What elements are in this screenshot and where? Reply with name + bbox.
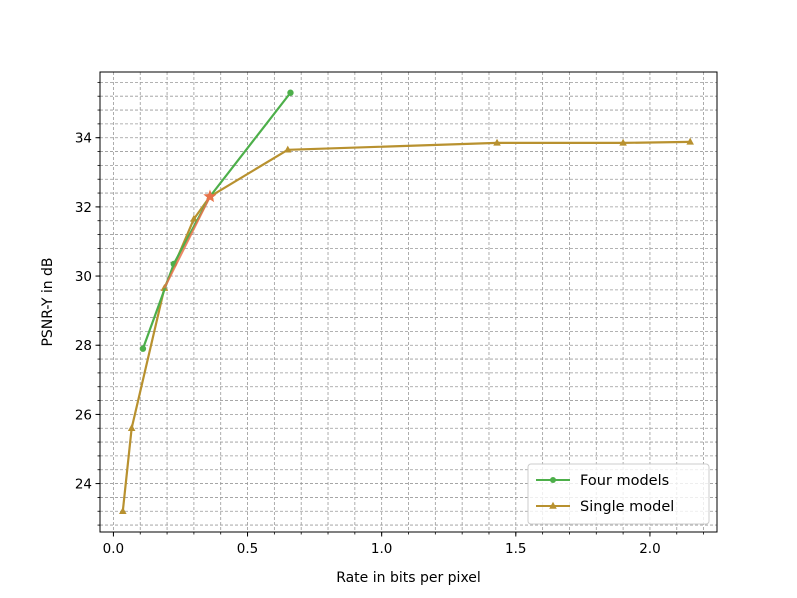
x-tick-label: 1.0 [371,541,392,557]
ticks-layer: 0.0 0.5 1.0 1.5 2.0 24 26 28 30 32 34 [75,81,704,557]
point-four-models [287,89,294,96]
legend-marker-four-models [550,477,556,483]
overlay-segment [163,196,211,289]
x-tick-label: 0.0 [103,541,124,557]
point-single-model [619,138,627,146]
point-four-models [139,345,147,352]
point-single-model [284,145,292,153]
legend-box [527,463,710,525]
y-tick-label: 30 [75,269,92,285]
legend-label-four-models: Four models [580,473,669,489]
y-tick-label: 28 [75,338,92,354]
point-single-model [686,137,694,145]
y-tick-label: 34 [75,131,92,147]
grid-layer [100,72,717,532]
legend-label-single-model: Single model [580,499,674,515]
x-tick-label: 2.0 [639,541,660,557]
x-tick-label: 1.5 [505,541,526,557]
y-tick-label: 26 [75,407,92,423]
x-tick-label: 0.5 [237,541,258,557]
y-axis-label: PSNR-Y in dB [40,257,56,346]
series-line-four-models [141,92,292,350]
legend: Four models Single model [527,463,710,525]
point-single-model [190,214,198,222]
y-tick-label: 24 [75,477,92,493]
y-tick-label: 32 [75,200,92,216]
point-single-model [119,507,127,514]
series-layer [119,89,694,514]
highlight-star [203,189,217,203]
legend-marker-single-model [549,501,557,509]
point-single-model [493,138,501,146]
point-single-model [127,424,136,431]
x-axis-label: Rate in bits per pixel [336,570,481,586]
